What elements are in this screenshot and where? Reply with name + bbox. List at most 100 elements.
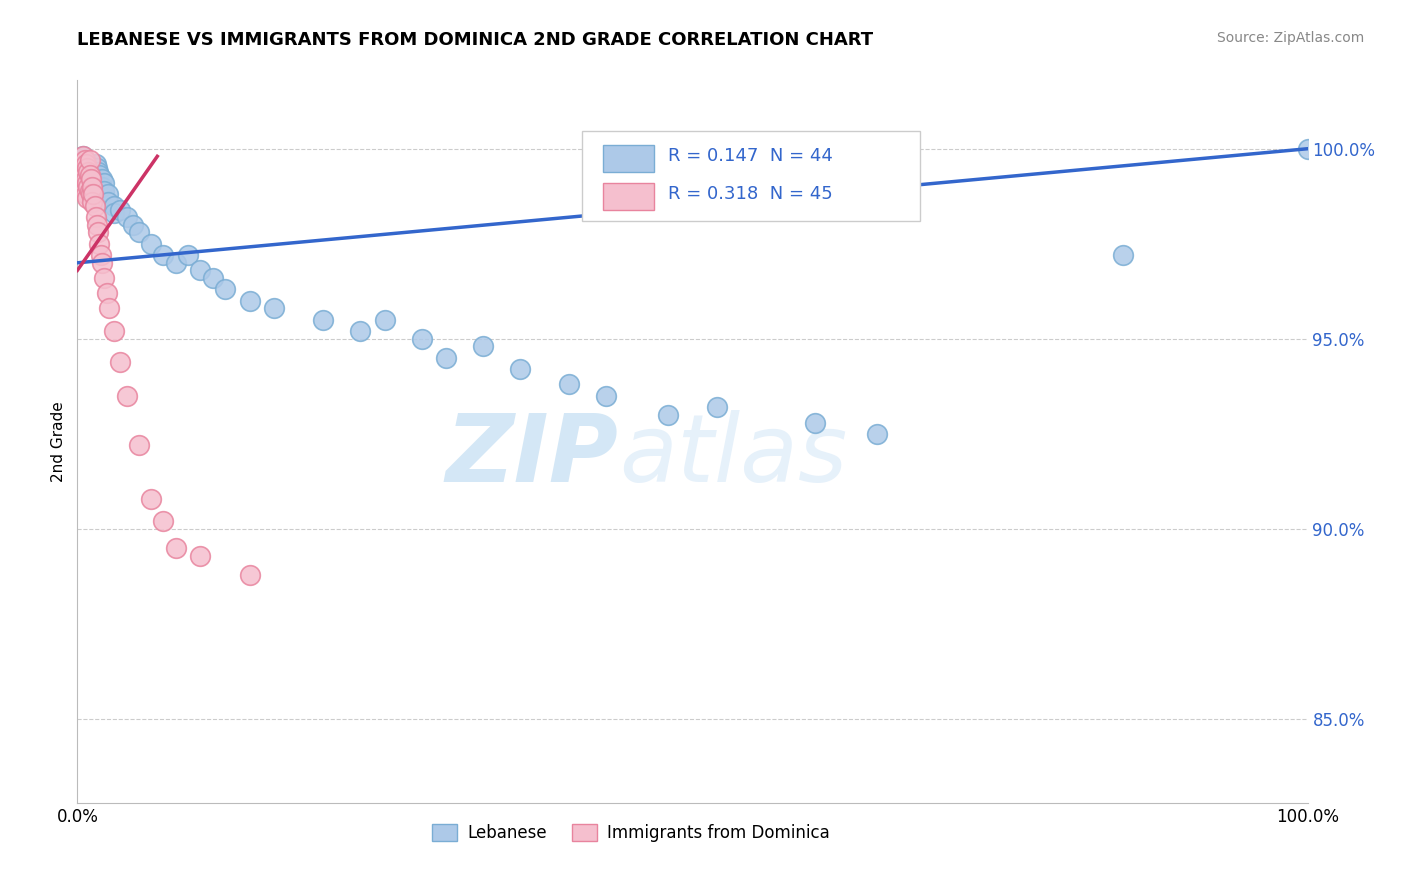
FancyBboxPatch shape	[603, 145, 654, 172]
Point	[75, 157, 97, 171]
Point	[72, 176, 94, 190]
Point	[87, 226, 110, 240]
Point	[141, 491, 163, 506]
Point	[79, 153, 101, 168]
Point	[472, 339, 495, 353]
Point	[103, 324, 125, 338]
Point	[97, 194, 120, 209]
Text: R = 0.147  N = 44: R = 0.147 N = 44	[668, 147, 832, 165]
Point	[103, 199, 125, 213]
Point	[804, 416, 827, 430]
Point	[349, 324, 371, 338]
Point	[90, 172, 114, 186]
Point	[115, 210, 138, 224]
Text: LEBANESE VS IMMIGRANTS FROM DOMINICA 2ND GRADE CORRELATION CHART: LEBANESE VS IMMIGRANTS FROM DOMINICA 2ND…	[77, 31, 873, 49]
Point	[1112, 248, 1135, 262]
FancyBboxPatch shape	[582, 131, 920, 221]
Point	[70, 157, 93, 171]
Text: Source: ZipAtlas.com: Source: ZipAtlas.com	[1216, 31, 1364, 45]
Point	[558, 377, 581, 392]
Point	[141, 236, 163, 251]
Point	[188, 549, 212, 563]
Point	[93, 184, 115, 198]
Point	[509, 362, 531, 376]
Point	[706, 401, 728, 415]
Point	[77, 164, 100, 178]
Point	[239, 567, 262, 582]
Point	[82, 187, 104, 202]
Point	[188, 263, 212, 277]
Point	[72, 149, 94, 163]
Point	[96, 286, 118, 301]
Point	[79, 157, 101, 171]
Point	[152, 515, 174, 529]
Point	[73, 169, 96, 183]
Point	[70, 172, 93, 186]
Point	[98, 301, 121, 316]
FancyBboxPatch shape	[603, 183, 654, 211]
Point	[121, 218, 143, 232]
Point	[77, 179, 100, 194]
Point	[152, 248, 174, 262]
Point	[201, 271, 224, 285]
Point	[80, 172, 103, 186]
Point	[312, 313, 335, 327]
Point	[1296, 142, 1319, 156]
Point	[76, 176, 98, 190]
Point	[86, 161, 108, 175]
Point	[82, 194, 104, 209]
Point	[73, 184, 96, 198]
Point	[436, 351, 458, 365]
Point	[70, 169, 93, 183]
Text: ZIP: ZIP	[446, 410, 619, 502]
Point	[84, 210, 107, 224]
Point	[93, 271, 115, 285]
Point	[90, 248, 112, 262]
Point	[374, 313, 396, 327]
Point	[76, 161, 98, 175]
Point	[263, 301, 285, 316]
Point	[214, 282, 236, 296]
Point	[89, 169, 111, 183]
Point	[87, 164, 110, 178]
Point	[86, 218, 108, 232]
Point	[89, 236, 111, 251]
Point	[239, 293, 262, 308]
Point	[80, 187, 103, 202]
Point	[177, 248, 200, 262]
Point	[128, 438, 150, 452]
Point	[128, 226, 150, 240]
Point	[72, 161, 94, 175]
Point	[72, 149, 94, 163]
Point	[657, 408, 679, 422]
Point	[79, 184, 101, 198]
Point	[595, 389, 617, 403]
Point	[110, 202, 132, 217]
Point	[73, 153, 96, 168]
Point	[411, 332, 433, 346]
Point	[75, 172, 97, 186]
Point	[110, 354, 132, 368]
Point	[82, 169, 104, 183]
Point	[115, 389, 138, 403]
Point	[75, 187, 97, 202]
Point	[79, 169, 101, 183]
Point	[103, 206, 125, 220]
Point	[90, 179, 114, 194]
Legend: Lebanese, Immigrants from Dominica: Lebanese, Immigrants from Dominica	[426, 817, 837, 848]
Point	[82, 179, 104, 194]
Point	[90, 256, 114, 270]
Text: R = 0.318  N = 45: R = 0.318 N = 45	[668, 186, 832, 203]
Point	[165, 541, 187, 555]
Y-axis label: 2nd Grade: 2nd Grade	[51, 401, 66, 482]
Text: atlas: atlas	[619, 410, 846, 501]
Point	[97, 187, 120, 202]
Point	[76, 191, 98, 205]
Point	[70, 157, 93, 171]
Point	[93, 176, 115, 190]
Point	[84, 157, 107, 171]
Point	[83, 199, 105, 213]
Point	[165, 256, 187, 270]
Point	[866, 426, 889, 441]
Point	[82, 164, 104, 178]
